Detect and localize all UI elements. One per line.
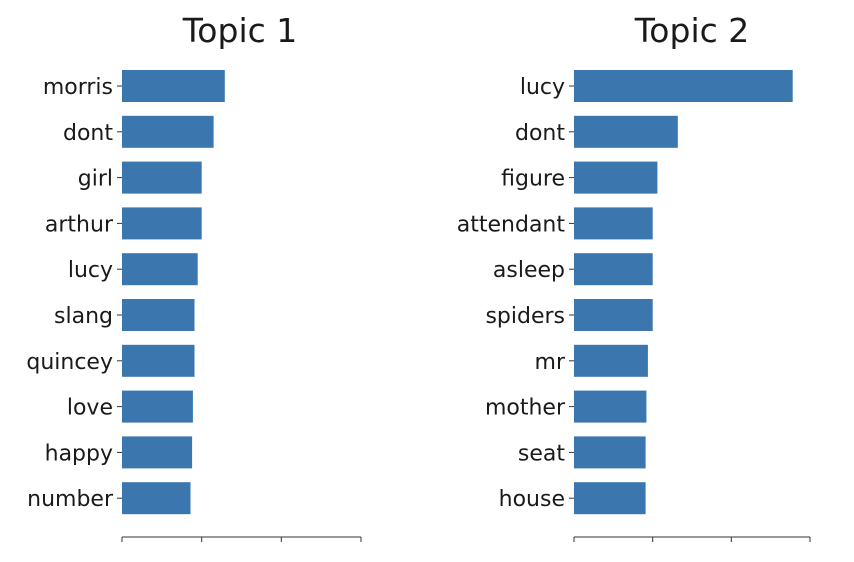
topic-1-title: Topic 1 (182, 11, 298, 50)
topic-1-bar-slang (122, 299, 195, 331)
topic-2-bar-lucy (574, 70, 793, 102)
topic-2-bar-attendant (574, 207, 653, 240)
topic-2-panel: Topic 2 lucy dont figure attendant asleep spi… (457, 11, 811, 542)
topic-1-y-tick-label: morris (43, 75, 113, 100)
topic-2-bar-dont (574, 115, 678, 148)
topic-1-bar-dont (122, 115, 214, 148)
topic-1-bar-morris (122, 70, 225, 102)
topic-2-bar-figure (574, 161, 658, 194)
topic-2-y-tick-label: seat (518, 441, 565, 466)
topic-2-y-tick-label: house (499, 487, 565, 512)
topic-1-y-tick-label: lucy (68, 258, 113, 283)
topic-2-bar-house (574, 482, 646, 515)
topic-2-bar-mr (574, 344, 648, 377)
topic-1-y-tick-label: dont (63, 121, 113, 146)
topic-2-y-tick-label: lucy (520, 75, 565, 100)
topic-1-bar-arthur (122, 207, 202, 240)
topic-1-y-tick-label: girl (78, 167, 113, 192)
topic-2-bar-spiders (574, 299, 653, 331)
topic-2-bar-asleep (574, 253, 653, 286)
topic-2-title: Topic 2 (634, 11, 750, 50)
topic-1-y-tick-label: love (67, 396, 113, 421)
topic-1-bar-number (122, 482, 191, 515)
topic-2-y-tick-label: dont (515, 121, 565, 146)
topic-1-bar-happy (122, 436, 193, 469)
topic-2-y-tick-label: asleep (493, 258, 565, 283)
topic-1-bar-love (122, 390, 193, 423)
topic-2-bar-mother (574, 390, 647, 423)
topic-2-bar-seat (574, 436, 646, 469)
topic-1-y-tick-label: arthur (45, 212, 114, 237)
topic-1-bar-girl (122, 161, 202, 194)
topic-2-y-tick-label: spiders (485, 304, 565, 329)
topic-1-y-tick-label: happy (45, 441, 113, 466)
topic-2-y-tick-label: figure (501, 167, 565, 192)
topic-1-y-tick-label: number (27, 487, 114, 512)
topic-2-y-tick-label: mr (535, 350, 566, 375)
topic-1-panel: Topic 1 morris dont girl arthur lucy slang qui… (26, 11, 362, 542)
topic-1-y-tick-label: quincey (26, 350, 113, 375)
topic-2-y-tick-label: attendant (457, 212, 566, 237)
topic-1-bar-quincey (122, 344, 195, 377)
topic-1-bar-lucy (122, 253, 198, 286)
topic-1-y-tick-label: slang (54, 304, 113, 329)
topic-2-y-tick-label: mother (485, 396, 566, 421)
